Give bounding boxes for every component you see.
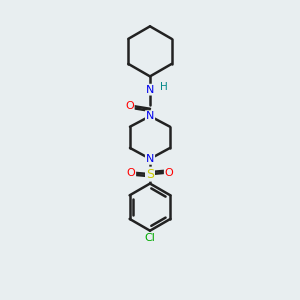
Text: N: N — [146, 111, 154, 121]
Text: O: O — [127, 168, 135, 178]
Text: O: O — [165, 168, 173, 178]
Text: S: S — [146, 168, 154, 181]
Text: O: O — [125, 101, 134, 111]
Text: Cl: Cl — [145, 233, 155, 243]
Text: N: N — [146, 85, 154, 94]
Text: N: N — [146, 154, 154, 164]
Text: H: H — [160, 82, 168, 92]
